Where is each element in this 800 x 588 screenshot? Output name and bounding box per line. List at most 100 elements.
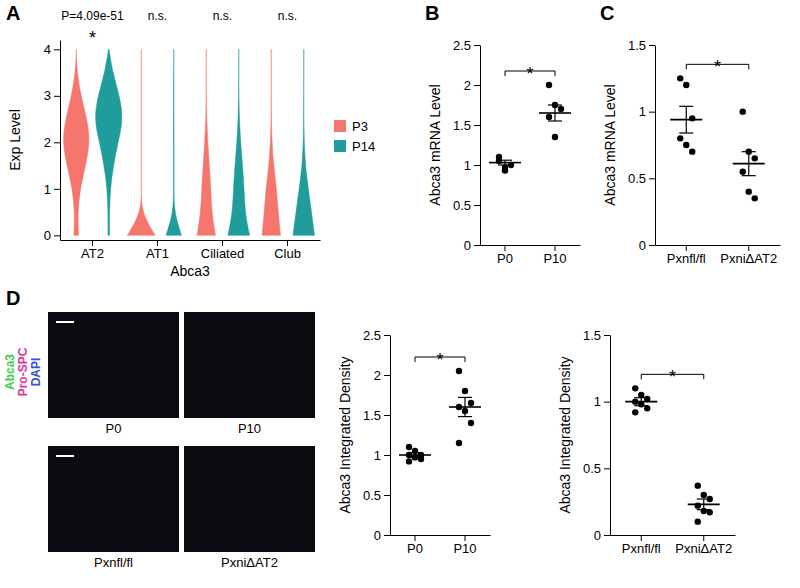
y-tick-mark	[604, 468, 610, 469]
annotation: P=4.09e-51	[61, 9, 124, 23]
y-tick: 0	[44, 228, 60, 243]
error-bar-stem	[464, 397, 465, 416]
error-bar-cap	[458, 416, 472, 417]
panel-letter: B	[425, 2, 439, 24]
y-tick-mark	[384, 415, 390, 416]
x-tick-label: Ciliated	[201, 246, 244, 261]
scale-bar	[56, 321, 74, 323]
x-axis: AT2AT1CiliatedClub	[61, 240, 321, 261]
y-tick: 2	[374, 368, 390, 383]
point	[456, 368, 462, 374]
point	[418, 456, 424, 462]
micrograph-label: PxniΔAT2	[221, 555, 278, 570]
micrograph	[184, 312, 315, 418]
x-axis: Pxnfl/flPxniΔAT2	[611, 535, 736, 556]
error-bar-cap	[679, 132, 693, 133]
y-axis: 00.511.522.5	[453, 38, 481, 253]
y-tick: 1	[639, 104, 655, 119]
y-tick-mark	[54, 189, 60, 190]
error-bar-cap	[742, 151, 756, 152]
point	[701, 492, 707, 498]
y-tick-label: 1	[374, 448, 381, 463]
y-tick-label: 0.5	[363, 488, 381, 503]
y-tick: 0	[374, 528, 390, 543]
y-axis-line	[480, 46, 481, 246]
y-tick-mark	[54, 235, 60, 236]
error-bar-cap	[742, 175, 756, 176]
y-axis-line	[390, 336, 391, 536]
error-bar-cap	[458, 397, 472, 398]
y-tick-label: 1	[464, 158, 471, 173]
micrograph-label: P10	[238, 421, 261, 436]
y-tick-label: 1.5	[363, 408, 381, 423]
y-tick: 2	[464, 78, 480, 93]
error-bar-stem	[686, 106, 687, 133]
x-tick-label: Pxnfl/fl	[667, 251, 706, 266]
x-tick: AT1	[146, 240, 169, 261]
y-tick: 1	[374, 448, 390, 463]
figure: A01234AT2AT1CiliatedClubExp LevelAbca3P=…	[0, 0, 800, 588]
error-bar-stem	[504, 160, 505, 165]
point	[406, 458, 412, 464]
y-tick-label: 2.5	[363, 328, 381, 343]
legend-swatch	[334, 120, 346, 132]
y-tick: 2	[44, 135, 60, 150]
error-bar	[498, 160, 512, 165]
y-tick: 1.5	[363, 408, 390, 423]
y-tick-label: 0	[44, 228, 51, 243]
violin	[64, 49, 89, 235]
x-tick-label: P0	[407, 541, 423, 556]
legend: P3P14	[334, 119, 375, 154]
y-tick-label: 0.5	[583, 461, 601, 476]
y-tick: 0.5	[628, 171, 655, 186]
point	[456, 440, 462, 446]
point	[683, 82, 689, 88]
y-tick: 1.5	[628, 38, 655, 53]
x-axis-line	[61, 240, 321, 241]
y-tick: 4	[44, 42, 60, 57]
point	[752, 155, 758, 161]
point	[683, 142, 689, 148]
y-tick-mark	[604, 535, 610, 536]
micrograph-panel: Abca3Pro-SPCDAPIP0P10Pxnfl/flPxniΔAT2	[3, 312, 315, 570]
y-tick-label: 2	[44, 135, 51, 150]
x-tick: Club	[274, 240, 301, 261]
y-axis-title: Abca3 Integrated Density	[557, 356, 573, 513]
annotation: n.s.	[213, 9, 232, 23]
panel-letter: C	[600, 2, 614, 24]
x-tick-mark	[686, 245, 687, 251]
x-tick-mark	[465, 535, 466, 541]
significance: *	[436, 350, 443, 370]
y-tick-mark	[649, 112, 655, 113]
x-tick: Ciliated	[201, 240, 244, 261]
y-tick: 1	[464, 158, 480, 173]
plot-area	[489, 82, 571, 174]
legend-swatch	[334, 140, 346, 152]
error-bar-cap	[548, 120, 562, 121]
plot-area	[399, 368, 481, 465]
error-bar-cap	[697, 509, 711, 510]
point	[632, 385, 638, 391]
y-tick-mark	[474, 165, 480, 166]
y-axis-title: Abca3 mRNA Level	[427, 84, 443, 205]
y-tick: 0.5	[583, 461, 610, 476]
y-tick: 1.5	[453, 118, 480, 133]
significance: *	[89, 28, 96, 48]
x-axis-line	[481, 245, 581, 246]
x-tick-mark	[641, 535, 642, 541]
violin	[228, 49, 250, 235]
x-tick-label: P10	[453, 541, 476, 556]
x-axis-line	[391, 535, 491, 536]
error-bar-cap	[679, 106, 693, 107]
significance: *	[714, 57, 721, 77]
x-axis-line	[656, 245, 781, 246]
y-tick-mark	[474, 125, 480, 126]
x-tick-mark	[222, 240, 223, 246]
y-tick: 0	[639, 238, 655, 253]
point	[552, 134, 558, 140]
x-tick-mark	[748, 245, 749, 251]
y-tick-label: 0.5	[453, 198, 471, 213]
y-tick: 1	[44, 181, 60, 196]
x-tick-label: PxniΔAT2	[675, 541, 732, 556]
point	[468, 400, 474, 406]
